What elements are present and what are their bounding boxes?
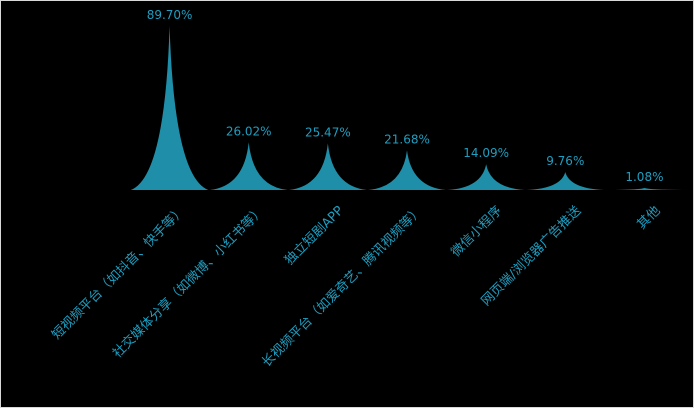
data-label: 1.08%: [625, 170, 663, 184]
data-label: 26.02%: [226, 124, 272, 138]
data-label: 9.76%: [546, 154, 584, 168]
chart-marks: [130, 26, 684, 190]
value-labels: 89.70% 26.02% 25.47% 21.68% 14.09% 9.76% 1.08%: [147, 8, 664, 184]
bar-mark: [526, 172, 605, 190]
data-label: 14.09%: [463, 146, 509, 160]
data-label: 21.68%: [384, 132, 430, 146]
bar-mark: [605, 188, 684, 190]
data-label: 89.70%: [147, 8, 193, 22]
bar-mark: [447, 164, 525, 190]
data-label: 25.47%: [305, 125, 351, 139]
bar-mark: [209, 142, 288, 190]
bar-mark: [289, 143, 367, 190]
bar-mark: [130, 26, 209, 190]
bar-mark: [368, 150, 446, 190]
